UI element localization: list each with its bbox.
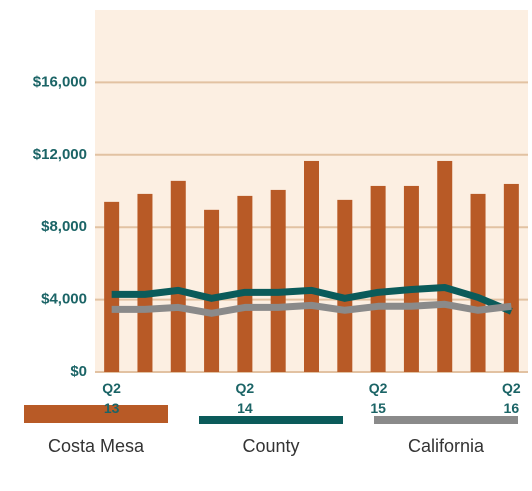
bar	[470, 193, 486, 372]
y-tick-label: $4,000	[41, 291, 87, 308]
bar	[370, 185, 386, 372]
bar	[237, 195, 253, 372]
bar	[403, 185, 419, 372]
bar	[437, 160, 453, 372]
y-tick-label: $8,000	[41, 218, 87, 235]
bar	[337, 199, 353, 372]
y-tick-label: $12,000	[33, 146, 87, 163]
bar	[204, 209, 220, 372]
y-tick-label: $16,000	[33, 73, 87, 90]
x-tick-label: Q2 15	[368, 380, 388, 416]
legend-label: County	[242, 436, 300, 456]
x-tick-label: Q2 13	[102, 380, 121, 416]
y-tick-label: $0	[70, 363, 87, 380]
x-tick-label: Q2 16	[502, 380, 521, 416]
legend-swatch	[24, 405, 168, 423]
line	[111, 300, 512, 317]
legend-swatch	[199, 416, 343, 424]
bar	[104, 201, 120, 372]
legend-swatch	[374, 416, 518, 424]
bar	[137, 193, 153, 372]
bar	[270, 189, 286, 372]
legend-label: Costa Mesa	[47, 436, 145, 456]
x-tick-label: Q2 14	[235, 380, 255, 416]
line	[111, 283, 513, 315]
bar	[503, 183, 519, 372]
bar	[170, 180, 186, 372]
bar	[304, 160, 319, 372]
legend-label: California	[407, 436, 485, 456]
